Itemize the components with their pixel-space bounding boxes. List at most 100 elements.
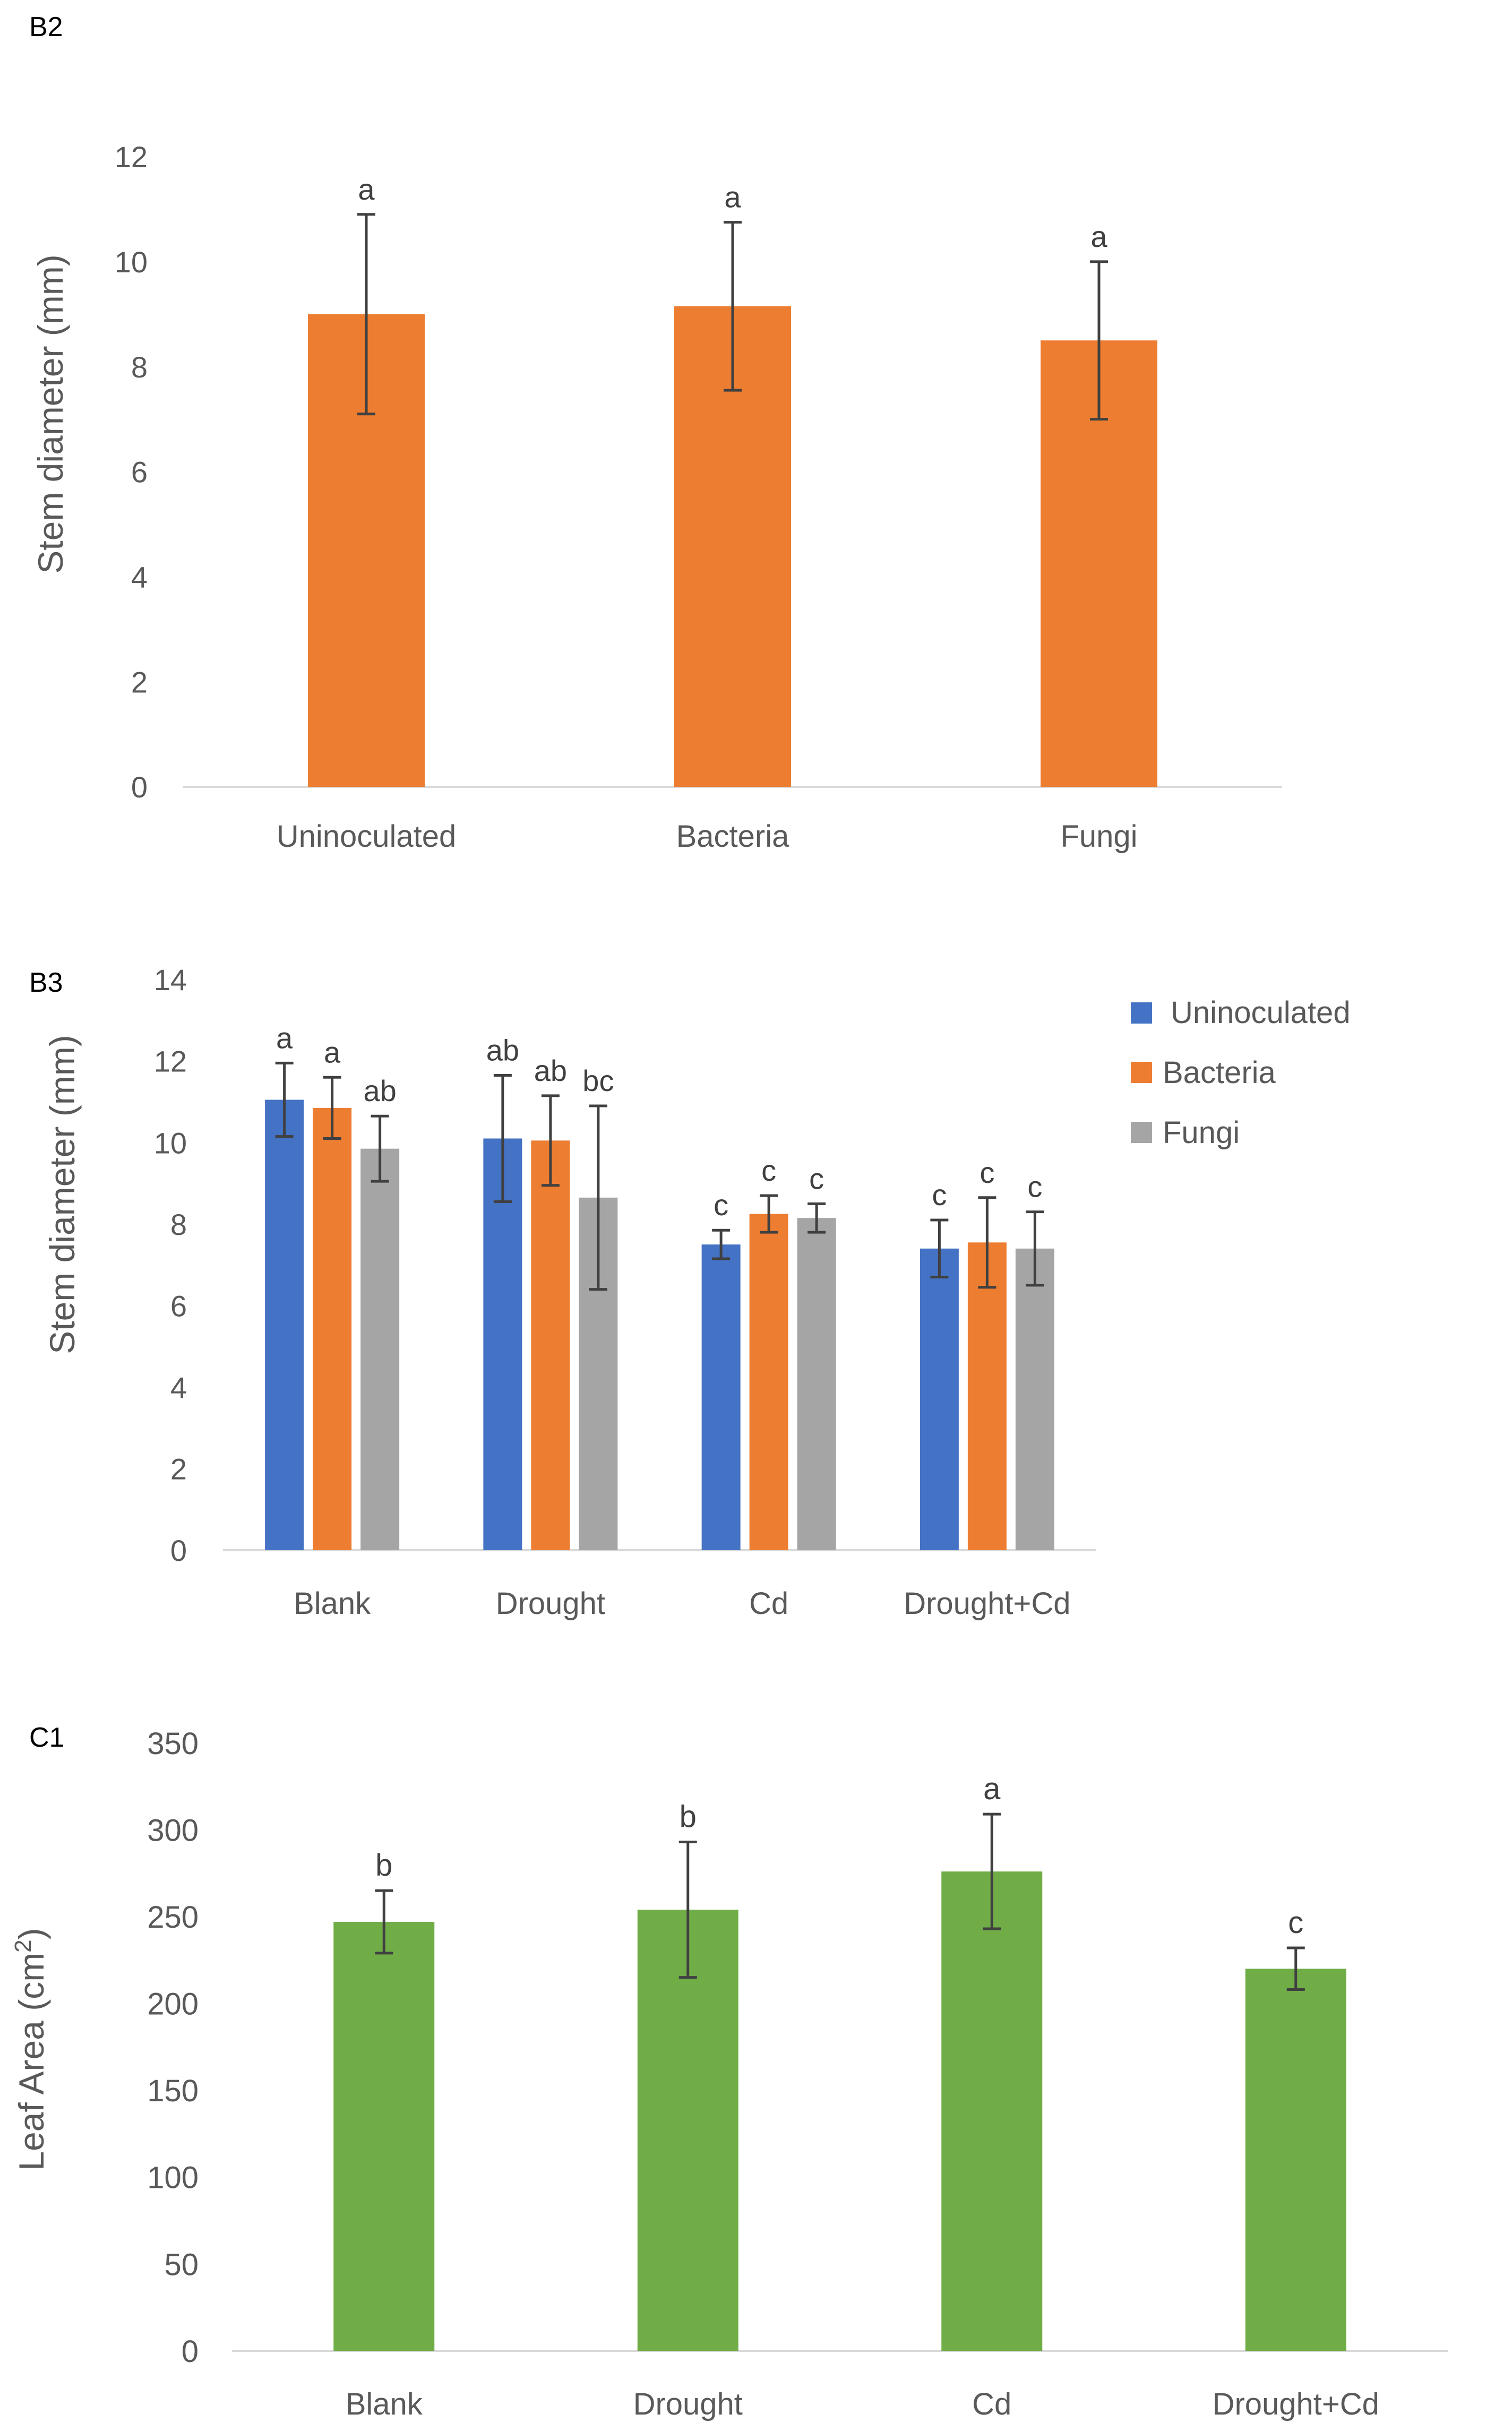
y-tick-label: 0 [182, 2334, 199, 2369]
significance-letter: b [680, 1799, 697, 1834]
y-tick-label: 300 [147, 1813, 199, 1848]
y-axis-label-superscript: 2 [10, 1939, 36, 1952]
bars [265, 1099, 1054, 1550]
significance-letter: a [324, 1035, 341, 1069]
x-tick-label: Drought+Cd [904, 1586, 1070, 1621]
bar [797, 1218, 836, 1550]
bars [333, 1871, 1346, 2351]
x-tick-labels: Blank Drought Cd Drought+Cd [346, 2387, 1379, 2421]
y-axis-label-end: ) [12, 1928, 51, 1939]
y-tick-label: 200 [147, 1987, 199, 2022]
y-tick-label: 8 [170, 1208, 187, 1241]
significance-letter: c [809, 1162, 824, 1195]
x-tick-label: Cd [972, 2387, 1011, 2421]
legend-swatch-bacteria [1131, 1062, 1152, 1083]
y-tick-labels: 0 2 4 6 8 10 12 14 [154, 963, 187, 1567]
y-tick-label: 0 [170, 1534, 187, 1567]
y-tick-label: 350 [147, 1726, 199, 1761]
x-tick-labels: Blank Drought Cd Drought+Cd [294, 1586, 1070, 1621]
x-tick-label: Cd [749, 1586, 788, 1621]
significance-letter: ab [363, 1074, 396, 1107]
significance-letter: a [724, 181, 741, 214]
significance-letter: a [358, 173, 375, 206]
y-tick-label: 8 [131, 350, 148, 384]
y-tick-label: 2 [170, 1453, 187, 1486]
bar [333, 1921, 435, 2351]
legend-swatch-fungi [1131, 1122, 1152, 1143]
y-axis-label: Stem diameter (mm) [31, 254, 70, 573]
error-bars [375, 1812, 1305, 1991]
y-tick-label: 14 [154, 963, 187, 997]
y-tick-label: 50 [164, 2247, 199, 2282]
x-tick-label: Drought [496, 1586, 605, 1621]
significance-letter: c [714, 1188, 728, 1222]
y-tick-labels: 0 50 100 150 200 250 300 350 [147, 1726, 199, 2369]
bar [360, 1148, 400, 1550]
panel-b2: B2 0 2 4 6 8 10 12 a a a Uninoculated Bacteria Fun… [29, 12, 1282, 854]
y-tick-label: 6 [170, 1289, 187, 1322]
legend: Uninoculated Bacteria Fungi [1131, 995, 1351, 1150]
bar [1245, 1969, 1346, 2351]
significance-letter: c [932, 1178, 947, 1212]
bar [265, 1099, 304, 1550]
significance-letter: b [375, 1848, 392, 1883]
y-tick-labels: 0 2 4 6 8 10 12 [115, 140, 148, 804]
x-tick-labels: Uninoculated Bacteria Fungi [277, 819, 1138, 854]
significance-letter: c [980, 1156, 994, 1189]
bar [967, 1242, 1007, 1550]
x-tick-label: Uninoculated [277, 819, 457, 854]
significance-letter: c [761, 1154, 776, 1187]
significance-letter: ab [486, 1033, 519, 1067]
bar [749, 1214, 788, 1550]
y-tick-label: 10 [115, 245, 148, 279]
bar [920, 1248, 959, 1550]
y-tick-label: 4 [131, 560, 148, 594]
y-tick-label: 6 [131, 456, 148, 489]
x-tick-label: Fungi [1060, 819, 1137, 854]
y-axis-label-main: Leaf Area (cm [12, 1953, 51, 2171]
y-tick-label: 250 [147, 1900, 199, 1935]
bar [637, 1910, 738, 2351]
significance-letters: b b a c [375, 1772, 1303, 1940]
legend-label-fungi: Fungi [1163, 1115, 1240, 1150]
bar [701, 1244, 741, 1550]
x-tick-label: Blank [294, 1586, 371, 1621]
significance-letter: bc [582, 1064, 614, 1097]
y-tick-label: 10 [154, 1126, 187, 1159]
y-axis-label: Leaf Area (cm2) [10, 1928, 51, 2170]
panel-label: C1 [29, 1722, 64, 1753]
y-tick-label: 12 [154, 1045, 187, 1078]
significance-letter: c [1027, 1170, 1042, 1204]
panel-label: B3 [29, 967, 63, 998]
error-bars [357, 213, 1108, 421]
x-tick-label: Drought+Cd [1213, 2387, 1379, 2421]
panel-label: B2 [29, 12, 63, 42]
significance-letter: a [983, 1772, 1001, 1806]
significance-letter: a [1090, 220, 1107, 253]
significance-letter: a [276, 1021, 293, 1054]
y-tick-label: 12 [115, 140, 148, 174]
bar [1015, 1248, 1054, 1550]
x-tick-label: Drought [633, 2387, 743, 2421]
legend-label-bacteria: Bacteria [1163, 1055, 1276, 1090]
legend-label-uninoculated: Uninoculated [1171, 995, 1351, 1030]
bar [483, 1138, 522, 1550]
y-tick-label: 4 [170, 1371, 187, 1404]
bar [313, 1107, 352, 1550]
y-axis-label: Stem diameter (mm) [42, 1035, 82, 1354]
bar [941, 1871, 1043, 2351]
bar [531, 1140, 570, 1550]
y-tick-label: 100 [147, 2161, 199, 2195]
significance-letters: a a a [358, 173, 1107, 253]
legend-swatch-uninoculated [1131, 1002, 1152, 1024]
error-bars [275, 1061, 1044, 1291]
x-tick-label: Blank [346, 2387, 423, 2421]
y-tick-label: 0 [131, 770, 148, 804]
panel-c1: C1 0 50 100 150 200 250 300 350 b b a c Blank Droug… [10, 1722, 1448, 2421]
significance-letter: ab [534, 1054, 567, 1087]
significance-letter: c [1288, 1905, 1303, 1940]
x-tick-label: Bacteria [676, 819, 790, 854]
